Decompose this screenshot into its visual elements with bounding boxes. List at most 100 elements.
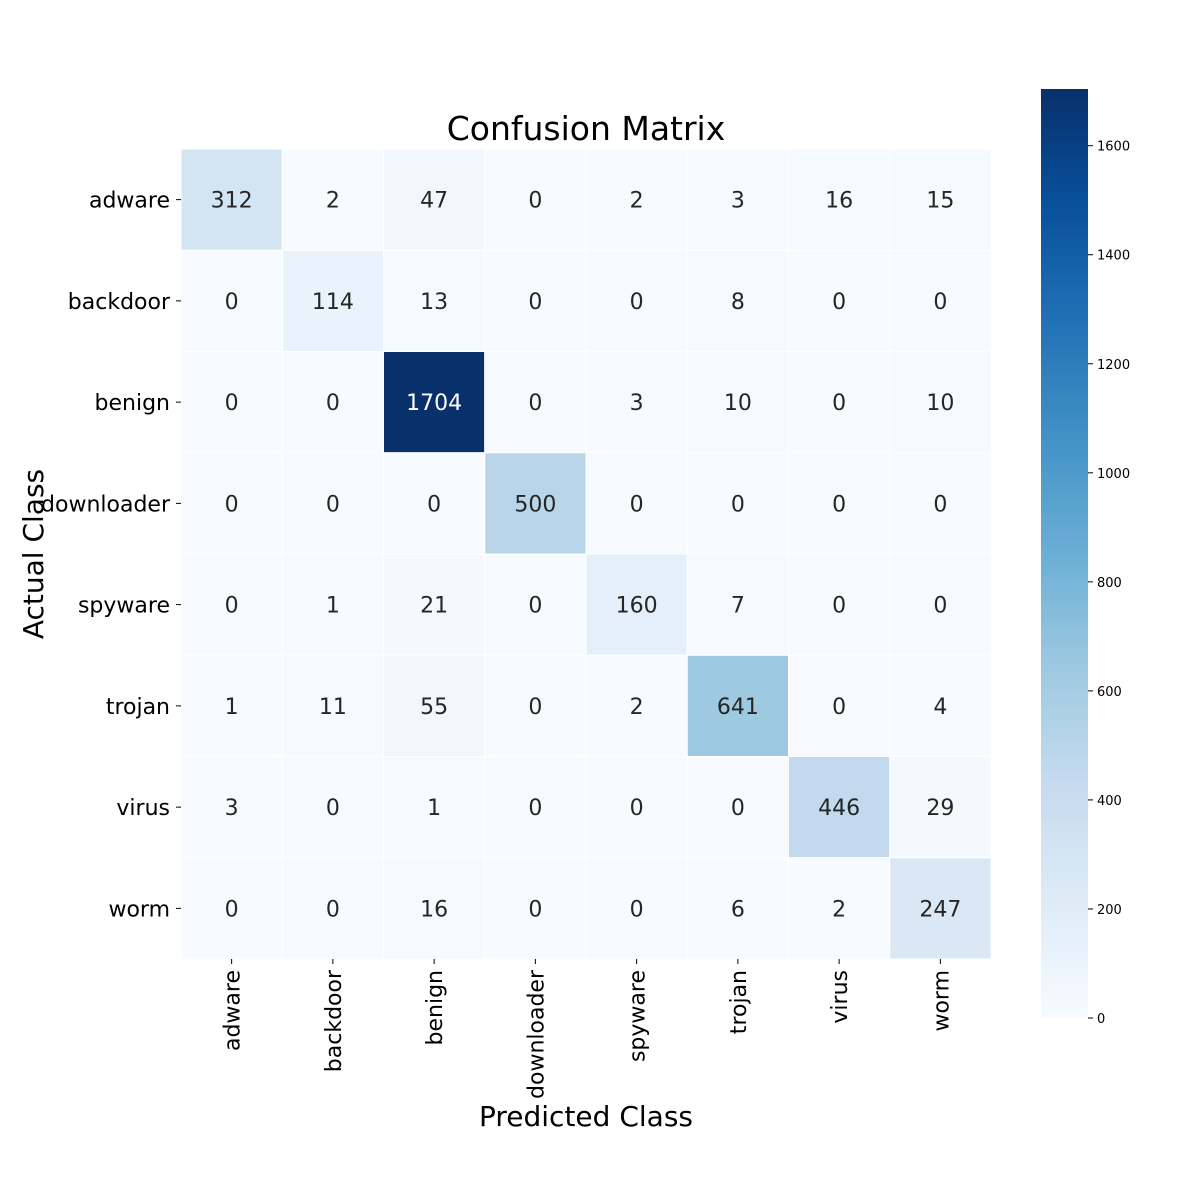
cell-value-label: 3 (225, 796, 239, 821)
heatmap-cell (281, 351, 384, 454)
cell-value-label: 641 (717, 695, 759, 720)
cell-value-label: 0 (326, 796, 340, 821)
cell-value-label: 312 (211, 189, 253, 214)
heatmap-cell (889, 553, 992, 656)
y-tick-label: worm (108, 897, 170, 922)
cell-value-label: 0 (933, 594, 947, 619)
cell-value-label: 0 (528, 695, 542, 720)
heatmap-cell (180, 351, 283, 454)
cell-value-label: 0 (832, 290, 846, 315)
heatmap-cell (889, 249, 992, 352)
cell-value-label: 0 (528, 594, 542, 619)
y-tick-label: downloader (41, 492, 171, 517)
heatmap-cell (686, 857, 789, 960)
cell-value-label: 4 (933, 695, 947, 720)
cell-value-label: 0 (326, 391, 340, 416)
colorbar-tick-label: 800 (1097, 576, 1122, 591)
cell-value-label: 446 (818, 796, 860, 821)
heatmap-cell (585, 553, 688, 656)
cell-value-label: 16 (420, 897, 448, 922)
cell-value-label: 0 (731, 492, 745, 517)
cell-value-label: 1704 (406, 391, 462, 416)
heatmap-cell (686, 756, 789, 859)
heatmap-cell (180, 148, 283, 251)
cell-value-label: 16 (825, 189, 853, 214)
cell-value-label: 0 (630, 492, 644, 517)
heatmap-cell (281, 756, 384, 859)
colorbar-tick-label: 1200 (1097, 358, 1130, 373)
heatmap-cell (585, 249, 688, 352)
colorbar-tick-label: 1600 (1097, 140, 1130, 155)
x-tick-labels: adware backdoor benign downloader spyware tro… (221, 959, 954, 1099)
cell-value-label: 0 (225, 492, 239, 517)
cell-value-label: 2 (326, 189, 340, 214)
chart-title: Confusion Matrix (447, 109, 726, 148)
cell-value-label: 0 (528, 897, 542, 922)
cell-value-label: 11 (319, 695, 347, 720)
cell-value-label: 0 (832, 695, 846, 720)
y-tick-labels: adware backdoor benign downloader spyware tro… (41, 189, 181, 922)
y-tick-label: backdoor (68, 290, 171, 315)
heatmap-cell (383, 756, 486, 859)
heatmap-cell (889, 654, 992, 757)
x-tick-label: adware (221, 970, 246, 1051)
heatmap-cell (686, 351, 789, 454)
heatmap-cell (686, 148, 789, 251)
heatmap-cell (889, 857, 992, 960)
y-axis-label: Actual Class (17, 469, 50, 639)
cell-value-label: 3 (630, 391, 644, 416)
cell-value-label: 47 (420, 189, 448, 214)
cell-value-label: 2 (832, 897, 846, 922)
heatmap-cell (383, 654, 486, 757)
cell-value-label: 6 (731, 897, 745, 922)
cell-value-label: 0 (630, 897, 644, 922)
cell-value-label: 0 (832, 391, 846, 416)
cell-value-label: 0 (225, 594, 239, 619)
colorbar-tick-label: 600 (1097, 685, 1122, 700)
colorbar-tick-label: 1000 (1097, 467, 1130, 482)
cell-value-label: 0 (630, 290, 644, 315)
heatmap-cell (484, 351, 587, 454)
x-tick-label: benign (423, 970, 448, 1045)
heatmap-cell (383, 351, 486, 454)
colorbar-tick-label: 400 (1097, 794, 1122, 809)
heatmap-cell (281, 654, 384, 757)
cell-value-label: 29 (926, 796, 954, 821)
cell-value-label: 160 (616, 594, 658, 619)
x-tick-label: downloader (524, 969, 549, 1099)
heatmap-cell (788, 351, 891, 454)
y-tick-label: benign (95, 391, 170, 416)
cell-value-label: 0 (225, 897, 239, 922)
cell-value-label: 0 (326, 492, 340, 517)
heatmap-cell (788, 756, 891, 859)
cell-value-label: 1 (225, 695, 239, 720)
cell-value-label: 0 (528, 189, 542, 214)
heatmap-cell (180, 452, 283, 555)
heatmap-cell (484, 553, 587, 656)
heatmap-cell (383, 553, 486, 656)
cell-value-label: 10 (926, 391, 954, 416)
cell-value-label: 0 (933, 290, 947, 315)
heatmap-cell (585, 857, 688, 960)
heatmap-cell (686, 553, 789, 656)
cell-value-label: 247 (919, 897, 961, 922)
y-tick-label: adware (89, 189, 170, 214)
colorbar-tick-label: 1400 (1097, 249, 1130, 264)
heatmap-cell (484, 148, 587, 251)
cell-value-label: 21 (420, 594, 448, 619)
x-axis-label: Predicted Class (479, 1100, 693, 1133)
heatmap-cell (889, 756, 992, 859)
heatmap-cell (585, 351, 688, 454)
x-tick-label: spyware (626, 970, 651, 1062)
cell-value-label: 0 (528, 796, 542, 821)
cell-value-label: 8 (731, 290, 745, 315)
heatmap-cell (686, 654, 789, 757)
cell-value-label: 2 (630, 189, 644, 214)
x-tick-label: virus (828, 970, 853, 1024)
x-tick-label: worm (929, 970, 954, 1032)
cell-value-label: 0 (933, 492, 947, 517)
heatmap-cell (889, 148, 992, 251)
cell-value-label: 0 (731, 796, 745, 821)
heatmap-cell (788, 553, 891, 656)
